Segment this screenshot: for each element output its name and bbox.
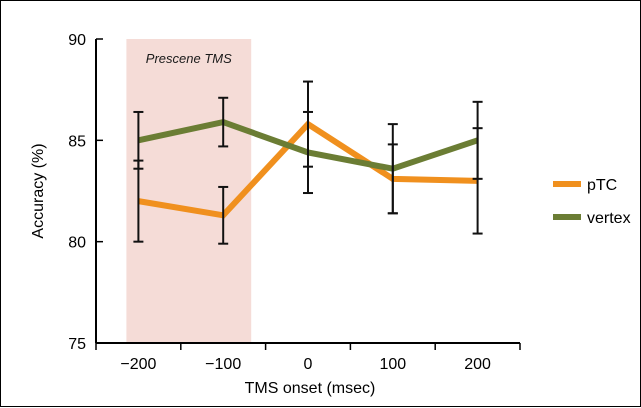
legend-label-pTC: pTC [587, 177, 617, 194]
error-bar-vertex [303, 110, 313, 195]
y-tick-label: 85 [68, 133, 86, 150]
y-tick-label: 90 [68, 32, 86, 49]
x-tick-label: 0 [304, 356, 313, 373]
prescene-label: Prescene TMS [146, 51, 232, 66]
legend: pTC vertex [553, 177, 631, 227]
y-tick-label: 75 [68, 336, 86, 353]
error-bar-vertex [218, 96, 229, 148]
y-axis-title: Accuracy (%) [30, 143, 47, 238]
x-tick-label: −200 [120, 356, 156, 373]
error-bar-vertex [133, 110, 144, 170]
x-tick-label: −100 [205, 356, 241, 373]
y-ticks: 75 80 85 90 [68, 32, 103, 353]
x-tick-label: 200 [464, 356, 491, 373]
error-bar-vertex [387, 123, 398, 215]
x-tick-label: 100 [379, 356, 406, 373]
legend-label-vertex: vertex [587, 210, 631, 227]
x-ticks: −200 −100 0 100 200 [95, 343, 521, 373]
y-tick-label: 80 [68, 235, 86, 252]
error-bars [133, 80, 483, 245]
x-axis-title: TMS onset (msec) [245, 380, 376, 397]
error-bar-pTC [218, 185, 229, 245]
error-bar-vertex [472, 100, 483, 180]
prescene-shaded-region [126, 39, 252, 343]
